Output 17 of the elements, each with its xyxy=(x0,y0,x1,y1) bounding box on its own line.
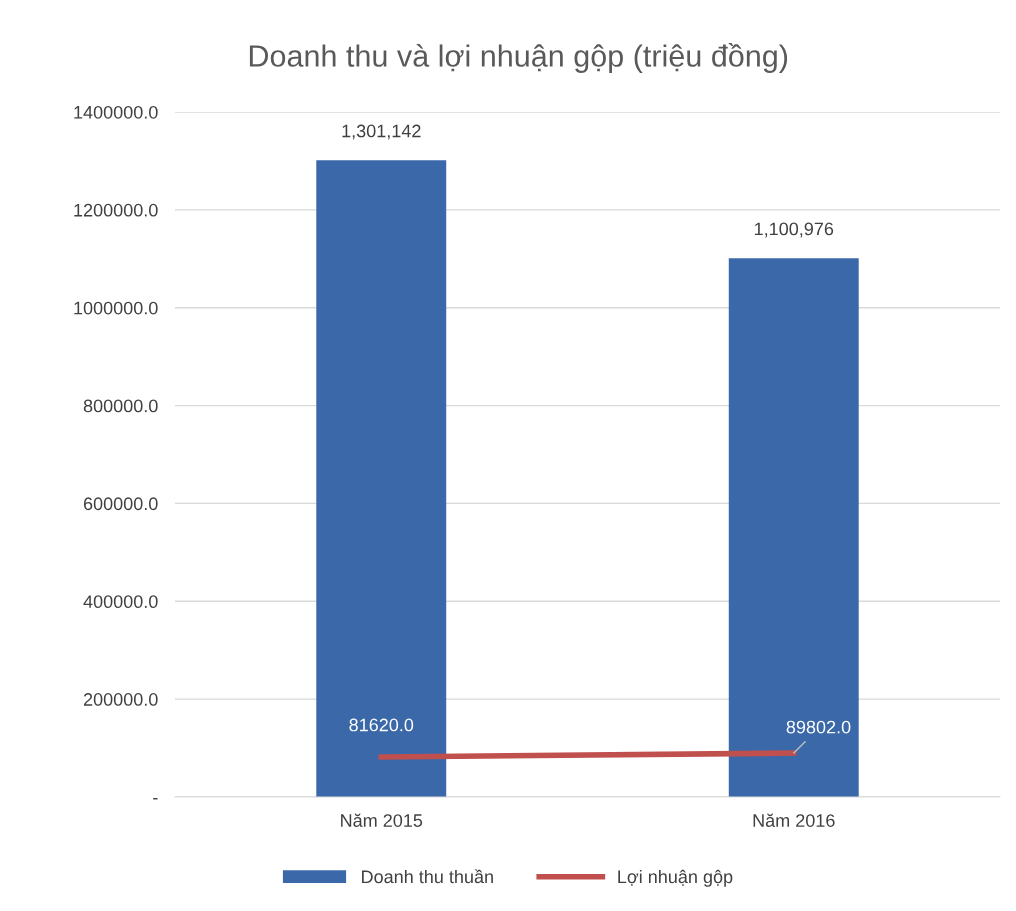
y-tick-label: 200000.0 xyxy=(83,693,158,706)
data-label: 81620.0 xyxy=(349,718,414,732)
y-tick-label: 600000.0 xyxy=(83,497,158,511)
legend-label: Lợi nhuận gộp xyxy=(618,869,733,887)
data-label: 1,301,142 xyxy=(342,124,421,140)
data-label: 89802.0 xyxy=(786,720,851,734)
legend-label: Doanh thu thuần xyxy=(362,869,493,884)
data-label: 1,100,976 xyxy=(754,222,834,238)
y-tick-label: 1400000.0 xyxy=(74,105,158,119)
y-tick-label: 800000.0 xyxy=(83,399,158,413)
x-tick-label: Năm 2015 xyxy=(341,813,423,827)
y-tick-label: 1000000.0 xyxy=(74,301,158,315)
chart-title: Doanh thu và lợi nhuận gộp (triệu đồng) xyxy=(249,43,788,73)
y-tick-label: 400000.0 xyxy=(83,595,158,609)
y-tick-label: - xyxy=(153,798,158,800)
y-tick-label: 1200000.0 xyxy=(74,203,158,217)
x-tick-label: Năm 2016 xyxy=(753,813,835,827)
